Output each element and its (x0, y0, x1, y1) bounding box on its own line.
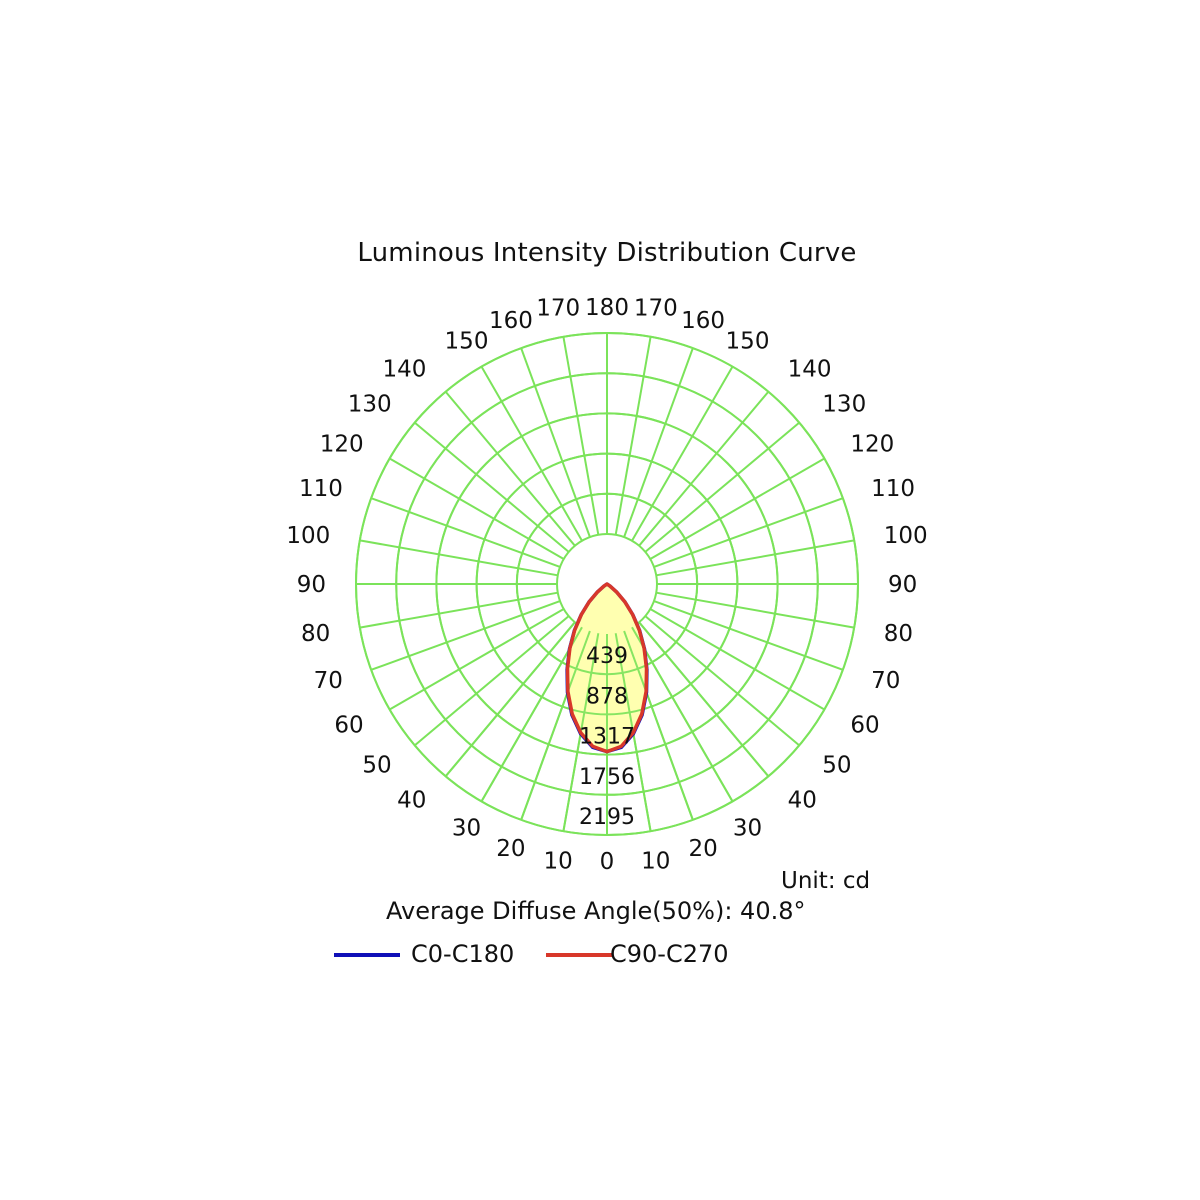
angle-label-150-right: 150 (726, 329, 770, 355)
grid-spoke-60-left (389, 608, 565, 711)
angle-label-40-right: 40 (788, 787, 817, 813)
grid-spoke-130-right (644, 421, 800, 553)
grid-spoke-100-left (359, 539, 558, 577)
angle-label-60-right: 60 (850, 713, 879, 739)
angle-label-30-left: 30 (452, 815, 481, 841)
angle-label-130-right: 130 (822, 391, 866, 417)
angle-label-40-left: 40 (397, 787, 426, 813)
angle-label-50-left: 50 (362, 753, 391, 779)
radial-tick-label: 878 (586, 684, 628, 709)
grid-spoke-170-right (614, 336, 652, 535)
angle-label-20-right: 20 (688, 836, 717, 862)
legend-label-c0-c180: C0-C180 (411, 940, 515, 968)
radial-tick-label: 439 (586, 644, 628, 669)
legend-label-c90-c270: C90-C270 (610, 940, 729, 968)
grid-spoke-over-40-l (444, 621, 576, 777)
radial-tick-label: 1317 (579, 725, 635, 750)
angle-label-120-left: 120 (320, 432, 364, 458)
grid-spoke-110-left (370, 497, 561, 568)
grid-spoke-130-left (414, 421, 570, 553)
angle-label-140-left: 140 (382, 357, 426, 383)
grid-spoke-over-20-r (623, 630, 694, 821)
angle-label-110-right: 110 (871, 476, 915, 502)
unit-label: Unit: cd (781, 868, 871, 894)
angle-label-180-right: 180 (585, 295, 629, 321)
angle-label-150-left: 150 (445, 329, 489, 355)
angle-label-120-right: 120 (850, 432, 894, 458)
angle-label-70-right: 70 (871, 668, 900, 694)
grid-spoke-over-40-r (638, 621, 770, 777)
angle-label-10-left: 10 (544, 849, 573, 875)
angle-label-20-left: 20 (496, 836, 525, 862)
angle-label-170-left: 170 (536, 295, 580, 321)
grid-spoke-60-right (649, 608, 825, 711)
angle-label-160-left: 160 (489, 308, 533, 334)
angle-label-10-right: 10 (641, 849, 670, 875)
grid-spoke-80-right (656, 591, 855, 629)
grid-overlay (355, 332, 859, 836)
legend-swatch-c90-c270 (546, 953, 612, 957)
chart-title: Luminous Intensity Distribution Curve (357, 238, 857, 268)
angle-label-0-right: 0 (600, 849, 615, 875)
angle-label-100-left: 100 (286, 523, 330, 549)
grid-spoke-120-left (389, 457, 565, 560)
grid-spoke-50-right (644, 615, 800, 747)
angle-label-80-right: 80 (884, 621, 913, 647)
curves (355, 332, 859, 836)
grid-spoke-over-30-l (480, 626, 583, 802)
angle-label-170-right: 170 (634, 295, 678, 321)
grid-spoke-over-30-r (631, 626, 734, 802)
legend-swatch-c0-c180 (334, 953, 400, 957)
angle-label-70-left: 70 (314, 668, 343, 694)
grid-spoke-150-left (480, 366, 583, 542)
angle-label-30-right: 30 (733, 815, 762, 841)
grid-spoke-110-right (653, 497, 844, 568)
grid-spoke-120-right (649, 457, 825, 560)
grid-spoke-170-left (562, 336, 600, 535)
angle-label-130-left: 130 (348, 391, 392, 417)
grid-spoke-50-left (414, 615, 570, 747)
angle-label-140-right: 140 (788, 357, 832, 383)
grid-spoke-140-right (638, 391, 770, 547)
grid-spoke-160-left (520, 347, 591, 538)
grid-spoke-70-left (370, 600, 561, 671)
grid-spoke-100-right (656, 539, 855, 577)
average-diffuse-angle: Average Diffuse Angle(50%): 40.8° (386, 897, 806, 925)
grid-spoke-140-left (444, 391, 576, 547)
grid-spoke-70-right (653, 600, 844, 671)
grid-spoke-80-left (359, 591, 558, 629)
grid-spoke-150-right (631, 366, 734, 542)
series-line-c90-c270 (565, 582, 649, 754)
angle-label-100-right: 100 (884, 523, 928, 549)
grid-spoke-160-right (623, 347, 694, 538)
angle-label-80-left: 80 (301, 621, 330, 647)
radial-tick-label: 1756 (579, 765, 635, 790)
angle-label-50-right: 50 (822, 753, 851, 779)
angle-label-110-left: 110 (299, 476, 343, 502)
grid-spoke-over-20-l (520, 630, 591, 821)
radial-tick-label: 2195 (579, 805, 635, 830)
angle-label-160-right: 160 (681, 308, 725, 334)
angle-label-60-left: 60 (334, 713, 363, 739)
angle-label-90-right: 90 (888, 572, 917, 598)
angle-label-90-left: 90 (297, 572, 326, 598)
